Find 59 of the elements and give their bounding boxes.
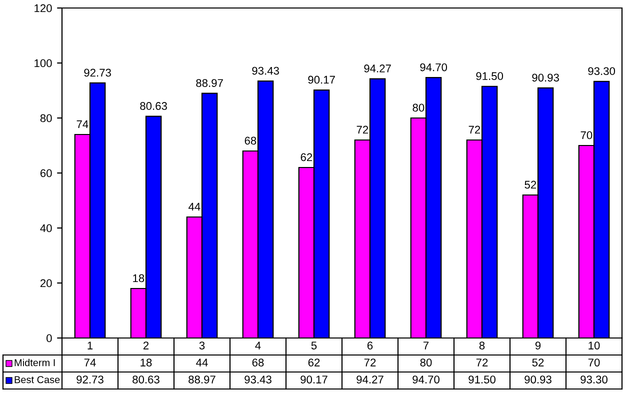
text: 91.50 [476, 72, 504, 80]
text: 68 [244, 136, 256, 145]
text: 92.73 [84, 68, 111, 77]
text: 72 [468, 126, 480, 134]
data-label: 90.93 [524, 376, 552, 384]
text: 80 [412, 104, 424, 112]
x-tick-label: 10 [588, 342, 600, 350]
text: 94.70 [420, 63, 448, 72]
data-label: 90.17 [300, 376, 328, 384]
text: 74 [76, 120, 88, 128]
legend-label: Best Case [14, 376, 60, 384]
text: 90.17 [308, 76, 335, 84]
data-label: 80.63 [132, 376, 160, 384]
x-tick-label: 7 [423, 342, 429, 350]
data-label: 62 [308, 358, 320, 366]
data-label: 80 [420, 358, 432, 366]
data-label: 52 [532, 358, 544, 366]
data-label: 88.97 [188, 376, 216, 384]
y-tick-label: 120 [34, 4, 52, 12]
data-label: 94.27 [356, 376, 384, 384]
data-label: 92.73 [76, 376, 104, 384]
x-tick-label: 8 [479, 342, 485, 350]
y-tick-label: 40 [40, 224, 52, 232]
text: 52 [524, 180, 536, 189]
y-tick-label: 20 [40, 279, 52, 288]
text: 93.30 [588, 67, 616, 76]
y-tick-label: 60 [40, 169, 52, 178]
text: 70 [580, 131, 592, 140]
data-label: 93.30 [580, 376, 608, 384]
x-tick-label: 1 [88, 342, 93, 350]
data-label: 74 [84, 358, 96, 366]
x-tick-label: 5 [311, 342, 317, 350]
x-tick-label: 9 [535, 342, 541, 350]
data-label: 91.50 [468, 376, 496, 384]
x-tick-label: 4 [255, 342, 261, 350]
text: 44 [188, 202, 200, 211]
text: 93.43 [252, 66, 279, 75]
data-label: 68 [252, 358, 264, 366]
text: 88.97 [196, 79, 223, 87]
x-tick-label: 6 [367, 342, 373, 350]
data-label: 72 [364, 358, 376, 366]
x-tick-label: 2 [143, 342, 149, 350]
data-label: 72 [476, 358, 488, 366]
y-tick-label: 0 [46, 334, 52, 342]
text: 94.27 [364, 64, 391, 72]
data-label: 18 [140, 358, 152, 366]
text: 72 [356, 126, 368, 134]
data-label: 44 [196, 358, 208, 366]
text: 62 [300, 153, 312, 162]
text: 18 [133, 274, 144, 282]
data-label: 93.43 [244, 376, 272, 384]
y-tick-label: 100 [34, 59, 52, 68]
y-tick-label: 80 [40, 114, 52, 122]
data-label: 70 [588, 358, 600, 366]
text: 90.93 [532, 74, 559, 82]
legend-label: Midterm I [14, 358, 55, 366]
text: 80.63 [140, 102, 167, 110]
data-label: 94.70 [412, 376, 440, 384]
x-tick-label: 3 [199, 342, 205, 350]
